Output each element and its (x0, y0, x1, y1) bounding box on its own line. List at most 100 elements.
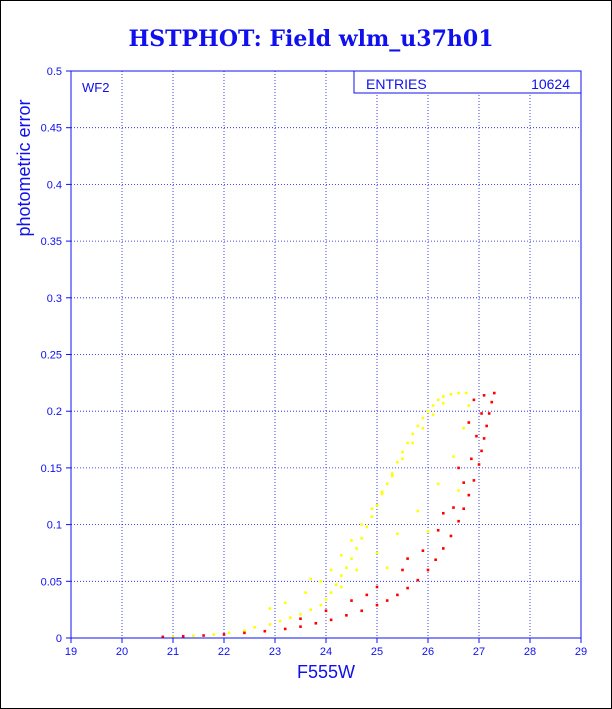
yellow-data-point (401, 457, 404, 461)
red-data-point (324, 609, 328, 613)
red-data-point (442, 547, 445, 550)
yellow-data-point (416, 424, 420, 428)
yellow-data-point (365, 525, 369, 529)
red-data-point (299, 617, 302, 621)
y-tick-label: 0.5 (47, 66, 62, 78)
yellow-data-point (227, 631, 231, 635)
red-data-point (365, 593, 369, 597)
grid-lines (71, 71, 581, 638)
yellow-data-point (375, 551, 379, 555)
x-tick-label: 28 (524, 646, 536, 658)
y-tick-label: 0.2 (47, 406, 62, 418)
stats-box: ENTRIES 10624 (353, 70, 582, 94)
y-tick-label: 0 (56, 633, 62, 645)
yellow-data-point (340, 553, 343, 557)
x-tick-label: 22 (218, 646, 230, 658)
red-data-point (299, 625, 302, 628)
red-data-point (487, 412, 491, 415)
red-data-point (350, 599, 353, 602)
red-data-point (421, 549, 425, 552)
red-data-point (434, 558, 437, 562)
yellow-data-point (452, 455, 455, 458)
y-axis-label: photometric error (14, 99, 34, 236)
yellow-data-point (192, 634, 195, 638)
yellow-data-point (370, 507, 374, 511)
x-axis-label: F555W (297, 662, 355, 682)
red-data-point (480, 412, 483, 415)
y-tick-label: 0.4 (47, 179, 62, 191)
x-tick-label: 25 (371, 646, 383, 658)
yellow-data-point (329, 568, 333, 572)
yellow-data-point (431, 404, 435, 407)
yellow-data-point (411, 441, 414, 445)
y-axis-ticks: 0 0.05 0.1 0.15 0.2 0.25 0.3 0.35 0.4 0.45 0.5 (41, 66, 71, 645)
yellow-data-point (391, 472, 394, 475)
yellow-data-point (340, 585, 343, 589)
yellow-data-point (406, 441, 409, 445)
yellow-data-point (360, 523, 363, 526)
x-tick-label: 26 (422, 646, 434, 658)
yellow-data-point (355, 547, 358, 550)
yellow-data-point (391, 474, 394, 478)
red-data-point (482, 437, 486, 440)
red-data-point (375, 603, 379, 607)
red-data-point (329, 618, 333, 622)
red-data-point (243, 631, 246, 635)
red-data-point (314, 621, 318, 625)
y-tick-label: 0.15 (41, 463, 62, 475)
yellow-data-point (467, 404, 471, 407)
yellow-data-point (442, 395, 445, 398)
red-data-point (462, 507, 465, 511)
yellow-data-point (385, 482, 389, 486)
red-data-point (385, 599, 389, 602)
chart-title: HSTPHOT: Field wlm_u37h01 (128, 26, 493, 52)
red-data-point (482, 394, 486, 397)
yellow-data-point (385, 566, 389, 569)
yellow-data-point (442, 401, 445, 405)
yellow-data-point (457, 391, 460, 395)
red-data-point (477, 463, 481, 466)
yellow-data-point (421, 416, 425, 420)
red-data-point (426, 568, 430, 572)
yellow-data-point (426, 409, 430, 413)
red-data-point (360, 609, 363, 613)
red-data-point (457, 466, 460, 470)
red-data-point (406, 557, 409, 560)
red-data-point (396, 593, 399, 597)
yellow-data-point (396, 532, 399, 535)
yellow-data-point (431, 413, 435, 416)
y-tick-label: 0.05 (41, 576, 62, 588)
yellow-data-point (278, 619, 282, 623)
yellow-data-point (380, 490, 384, 494)
red-data-point (472, 398, 476, 402)
red-data-point (202, 634, 205, 637)
red-data-point (442, 511, 445, 515)
yellow-data-point (268, 623, 272, 626)
red-data-point (493, 391, 496, 395)
yellow-data-point (416, 509, 420, 513)
red-data-point (345, 614, 348, 617)
yellow-data-point (350, 539, 353, 542)
yellow-data-point (171, 635, 175, 638)
yellow-data-point (299, 612, 302, 616)
y-tick-label: 0.1 (47, 520, 62, 532)
x-axis-ticks: 19 20 21 22 23 24 25 26 27 28 29 (65, 638, 587, 658)
yellow-data-point (212, 633, 216, 636)
red-data-point (452, 506, 455, 509)
red-data-point (449, 534, 453, 538)
yellow-data-point (243, 629, 246, 632)
yellow-data-point (350, 557, 353, 560)
red-data-point (416, 578, 420, 582)
red-data-point (161, 635, 165, 639)
red-data-point (480, 449, 483, 453)
yellow-data-point (340, 574, 343, 577)
y-tick-label: 0.25 (41, 350, 62, 362)
yellow-data-point (283, 601, 287, 605)
x-tick-label: 19 (65, 646, 77, 658)
yellow-data-point (396, 460, 399, 464)
red-data-point (222, 633, 226, 636)
x-tick-label: 23 (269, 646, 281, 658)
red-data-point (263, 629, 267, 633)
yellow-data-point (355, 568, 358, 572)
